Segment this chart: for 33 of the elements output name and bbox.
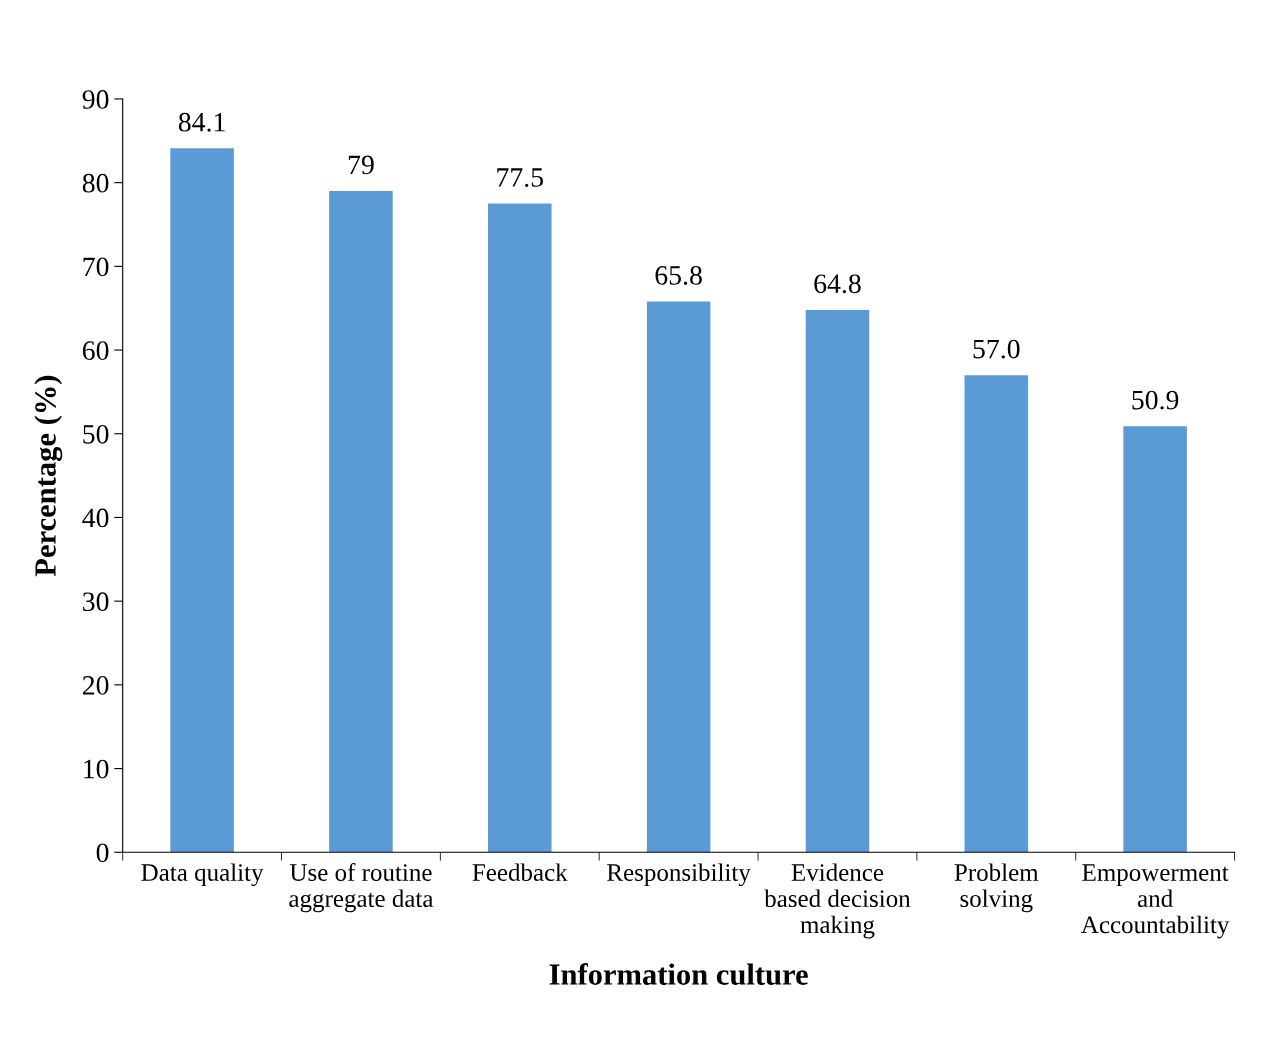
y-tick-label: 70 bbox=[83, 257, 109, 277]
x-tick-label: Evidence based decision making bbox=[764, 863, 911, 939]
bar bbox=[964, 375, 1029, 853]
data-label: 77.5 bbox=[497, 168, 543, 187]
data-label: 57.0 bbox=[973, 339, 1020, 359]
y-tick-label: 0 bbox=[96, 843, 109, 863]
y-tick-label: 10 bbox=[84, 759, 109, 779]
x-tick-label: Data quality bbox=[141, 863, 264, 887]
y-tick-label: 60 bbox=[82, 341, 109, 360]
x-axis-title: Information culture bbox=[549, 963, 808, 985]
y-tick-label: 50 bbox=[83, 424, 109, 444]
x-tick-label: Use of routine aggregate data bbox=[289, 863, 434, 913]
bar bbox=[805, 309, 870, 853]
bar bbox=[646, 301, 711, 853]
x-tick-label: Responsibility bbox=[607, 863, 751, 887]
bar bbox=[170, 148, 234, 853]
data-label: 50.9 bbox=[1132, 390, 1179, 410]
data-label: 79 bbox=[348, 155, 374, 175]
x-tick-label: Empowerment and Accountability bbox=[1081, 864, 1230, 939]
x-tick-label: Problem solving bbox=[954, 863, 1039, 913]
y-axis-title: Percentage (%) bbox=[34, 375, 63, 577]
y-tick-label: 90 bbox=[82, 90, 109, 109]
y-tick-label: 30 bbox=[83, 592, 109, 612]
y-tick-label: 80 bbox=[82, 173, 109, 193]
bar bbox=[1123, 426, 1187, 853]
data-label: 65.8 bbox=[655, 266, 702, 285]
x-tick-label: Feedback bbox=[472, 863, 568, 881]
bar bbox=[329, 191, 393, 853]
y-tick-label: 20 bbox=[82, 676, 109, 695]
y-tick-label: 40 bbox=[82, 508, 109, 528]
data-label: 84.1 bbox=[178, 112, 225, 132]
bar bbox=[488, 203, 552, 853]
data-label: 64.8 bbox=[814, 274, 861, 294]
